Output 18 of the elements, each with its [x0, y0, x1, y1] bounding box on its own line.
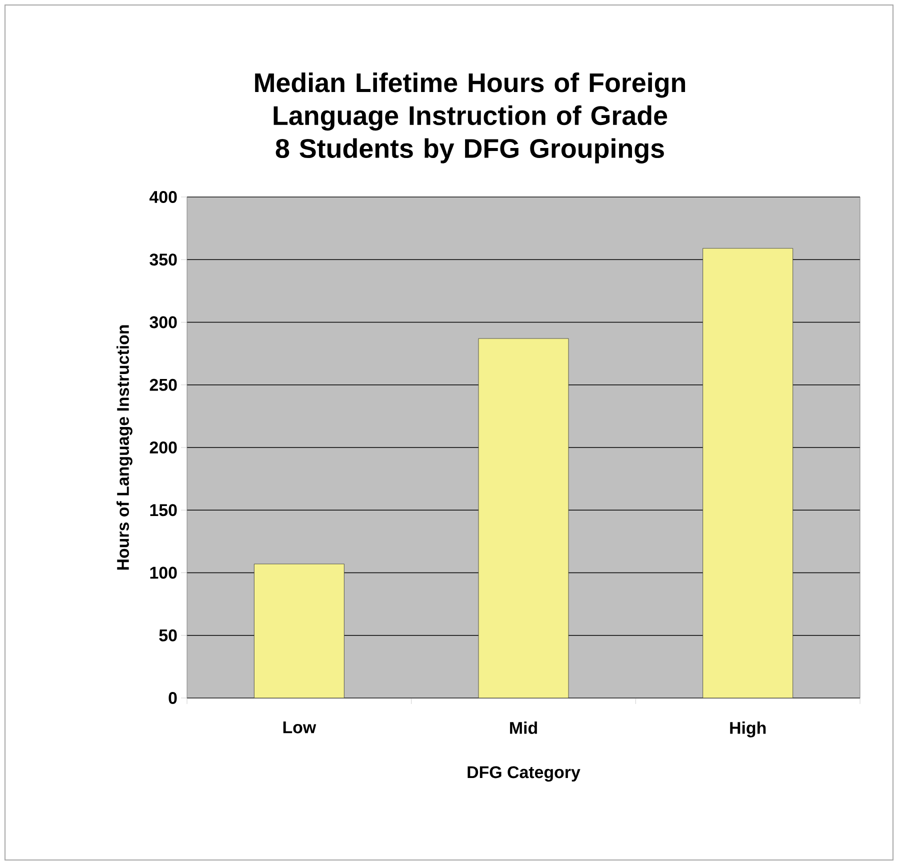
x-tick-label: Low [283, 722, 316, 734]
y-tick-label: 350 [150, 254, 177, 266]
bar [478, 338, 569, 698]
x-tick-label: High [730, 722, 766, 738]
y-tick-label: 100 [150, 566, 177, 579]
bar [254, 564, 344, 698]
bar [702, 248, 794, 698]
y-tick-label: 0 [168, 692, 177, 704]
y-tick-label: 250 [150, 378, 177, 391]
x-tick-label: Mid [510, 722, 537, 734]
y-tick-label: 50 [159, 629, 177, 642]
y-tick-label: 300 [150, 316, 177, 328]
y-tick-label: 400 [149, 190, 177, 203]
chart-title: Median Lifetime Hours of Foreign Language Instruction of Grade 8 Students by DFG Groupings [255, 72, 686, 164]
y-axis-title: Hours of Language Instruction [116, 325, 132, 570]
x-axis-title: DFG Category [468, 766, 580, 782]
y-tick-label: 150 [150, 504, 177, 516]
y-tick-label: 200 [150, 441, 177, 454]
